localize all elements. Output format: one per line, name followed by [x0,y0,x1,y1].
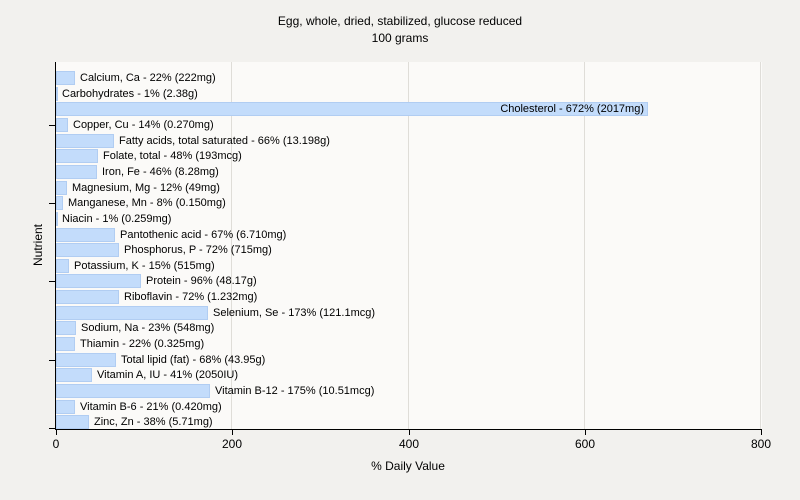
bar-label: Vitamin B-12 - 175% (10.51mcg) [215,385,375,397]
bar [56,400,75,414]
bar-label: Pantothenic acid - 67% (6.710mg) [120,229,287,241]
bar [56,134,114,148]
bar [56,321,76,335]
bar-label: Niacin - 1% (0.259mg) [62,213,172,225]
bar-label: Zinc, Zn - 38% (5.71mg) [94,416,213,428]
gridline [231,62,233,429]
gridline [583,62,585,429]
y-axis-tick [49,281,56,282]
bar [56,102,648,116]
bar-label: Total lipid (fat) - 68% (43.95g) [121,354,266,366]
y-axis-tick [49,125,56,126]
x-axis-tick-label: 400 [398,437,420,451]
bar [56,368,92,382]
bar [56,196,63,210]
x-axis-label: % Daily Value [371,459,445,473]
bar-label: Sodium, Na - 23% (548mg) [81,322,215,334]
bar [56,181,67,195]
bar-label: Thiamin - 22% (0.325mg) [80,338,205,350]
bar [56,228,115,242]
bar-label: Calcium, Ca - 22% (222mg) [80,72,216,84]
bar [56,212,58,226]
x-axis-tick [761,430,762,435]
bar [56,274,141,288]
x-axis-tick-label: 200 [221,437,243,451]
chart-title-block: Egg, whole, dried, stabilized, glucose r… [0,13,800,47]
y-axis-tick [49,360,56,361]
gridline [407,62,409,429]
chart-subtitle: 100 grams [371,31,429,45]
bar-label: Protein - 96% (48.17g) [146,275,257,287]
bar-label: Iron, Fe - 46% (8.28mg) [102,166,219,178]
bar-label: Cholesterol - 672% (2017mg) [500,103,644,115]
x-axis-tick [585,430,586,435]
bar [56,165,97,179]
bar [56,259,69,273]
bar [56,353,116,367]
bar-label: Selenium, Se - 173% (121.1mcg) [213,307,376,319]
bar-label: Copper, Cu - 14% (0.270mg) [73,119,214,131]
chart-title: Egg, whole, dried, stabilized, glucose r… [277,14,523,28]
bar [56,306,208,320]
bar-label: Magnesium, Mg - 12% (49mg) [72,182,220,194]
bar [56,415,89,429]
bar-label: Riboflavin - 72% (1.232mg) [124,291,258,303]
bar-label: Folate, total - 48% (193mcg) [103,150,242,162]
bar [56,290,119,304]
bar-label: Phosphorus, P - 72% (715mg) [124,244,272,256]
bar [56,337,75,351]
bar [56,384,210,398]
x-axis-tick [409,430,410,435]
x-axis-tick-label: 800 [750,437,772,451]
bar-label: Vitamin A, IU - 41% (2050IU) [97,369,239,381]
x-axis-tick [232,430,233,435]
bar [56,118,68,132]
bar-label: Vitamin B-6 - 21% (0.420mg) [80,401,222,413]
bar [56,149,98,163]
bar-label: Manganese, Mn - 8% (0.150mg) [68,197,226,209]
x-axis-tick [56,430,57,435]
bar-label: Fatty acids, total saturated - 66% (13.1… [119,135,330,147]
bar-label: Potassium, K - 15% (515mg) [74,260,215,272]
bar [56,87,58,101]
y-axis-label: Nutrient [31,223,45,267]
bar-label: Carbohydrates - 1% (2.38g) [62,88,198,100]
plot-area: Calcium, Ca - 22% (222mg) Carbohydrates -… [49,62,771,451]
gridline [760,62,761,429]
y-axis-tick [49,428,56,429]
y-axis-tick [49,203,56,204]
x-axis-tick-label: 600 [574,437,596,451]
bar [56,243,119,257]
bar [56,71,75,85]
x-axis-tick-label: 0 [52,437,60,451]
